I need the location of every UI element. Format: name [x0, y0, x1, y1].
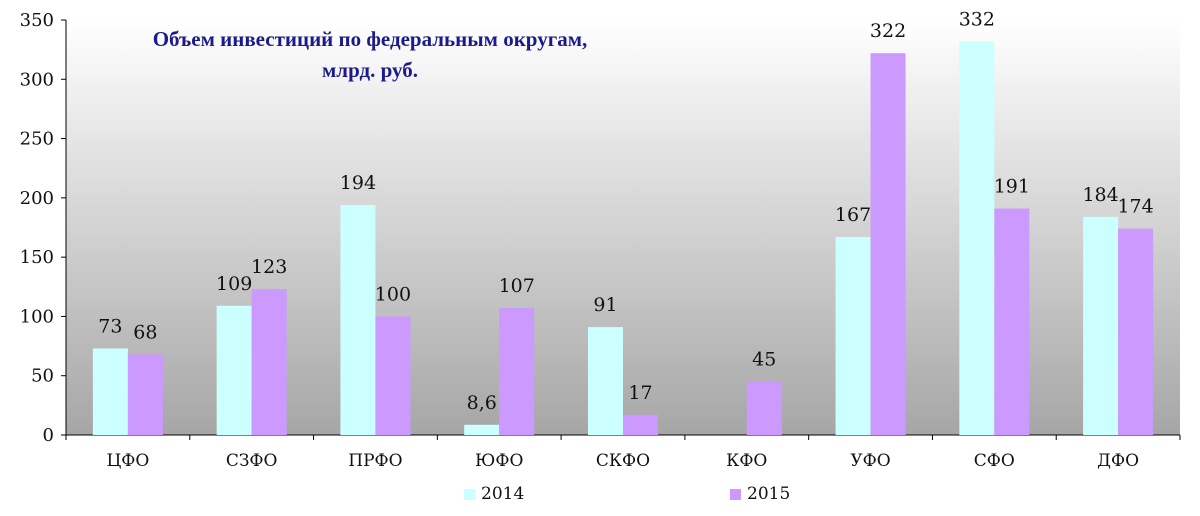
- bar-2014: [959, 41, 995, 435]
- bar-2014: [1083, 216, 1119, 435]
- bar-2015: [623, 414, 658, 435]
- x-tick-label: ЮФО: [475, 451, 523, 471]
- data-label-2015: 17: [628, 382, 652, 404]
- bar-2015: [994, 208, 1030, 435]
- y-tick-label: 250: [20, 129, 54, 150]
- data-label-2014: 184: [1082, 184, 1118, 206]
- data-label-2014: 91: [593, 294, 617, 316]
- x-tick-label: ДФО: [1097, 451, 1139, 471]
- y-tick-label: 300: [20, 69, 54, 90]
- data-label-2015: 45: [752, 349, 776, 371]
- bars: [92, 41, 1154, 435]
- data-label-2014: 109: [216, 273, 252, 295]
- data-label-2015: 191: [994, 176, 1030, 198]
- legend-label-2015: 2015: [747, 484, 791, 504]
- legend: 2014 2015: [0, 484, 1200, 508]
- x-tick-label: СЗФО: [226, 451, 278, 471]
- y-tick-label: 50: [31, 366, 54, 387]
- data-label-2014: 167: [835, 204, 871, 226]
- y-axis: 0 50 100 150 200 250 300 350: [20, 10, 67, 446]
- x-tick-label: КФО: [726, 451, 767, 471]
- bar-2014: [588, 327, 623, 435]
- x-tick-label: УФО: [850, 451, 890, 471]
- y-tick-label: 0: [43, 425, 54, 446]
- bar-2015: [746, 381, 782, 435]
- data-label-2015: 68: [133, 321, 157, 343]
- bar-2014: [464, 424, 500, 435]
- x-axis: ЦФО СЗФО ПРФО ЮФО СКФО КФО УФО СФО ДФО: [65, 434, 1181, 471]
- y-tick-label: 100: [20, 306, 54, 327]
- data-label-2014: 8,6: [467, 392, 497, 414]
- x-tick-label: ЦФО: [106, 451, 149, 471]
- legend-swatch-2014: [464, 488, 475, 500]
- data-label-2014: 194: [340, 172, 376, 194]
- x-tick-label: СКФО: [596, 451, 650, 471]
- data-label-2014: 332: [959, 8, 995, 30]
- bar-2014: [216, 305, 252, 435]
- bar-2015: [251, 289, 287, 435]
- data-label-2015: 322: [870, 20, 906, 42]
- bar-2014: [835, 236, 871, 435]
- x-tick-label: СФО: [974, 451, 1015, 471]
- x-tick-label: ПРФО: [348, 451, 402, 471]
- data-label-2015: 174: [1117, 196, 1153, 218]
- legend-item-2014: 2014: [464, 484, 524, 504]
- legend-swatch-2015: [730, 488, 741, 500]
- data-label-2015: 107: [499, 275, 535, 297]
- bar-2015: [870, 53, 906, 435]
- bar-2015: [375, 316, 411, 435]
- data-label-2015: 100: [375, 283, 411, 305]
- data-label-2014: 73: [98, 315, 122, 337]
- data-label-2015: 123: [251, 256, 287, 278]
- bar-2014: [340, 204, 376, 435]
- chart-title: Объем инвестиций по федеральным округам,…: [152, 27, 588, 82]
- legend-item-2015: 2015: [730, 484, 790, 504]
- bar-2014: [92, 348, 128, 435]
- bar-2015: [499, 308, 535, 435]
- y-tick-label: 200: [20, 188, 54, 209]
- y-tick-label: 150: [20, 247, 54, 268]
- y-tick-label: 350: [20, 10, 54, 31]
- legend-label-2014: 2014: [481, 484, 525, 504]
- bar-2015: [1118, 228, 1154, 435]
- bar-2015: [127, 354, 163, 435]
